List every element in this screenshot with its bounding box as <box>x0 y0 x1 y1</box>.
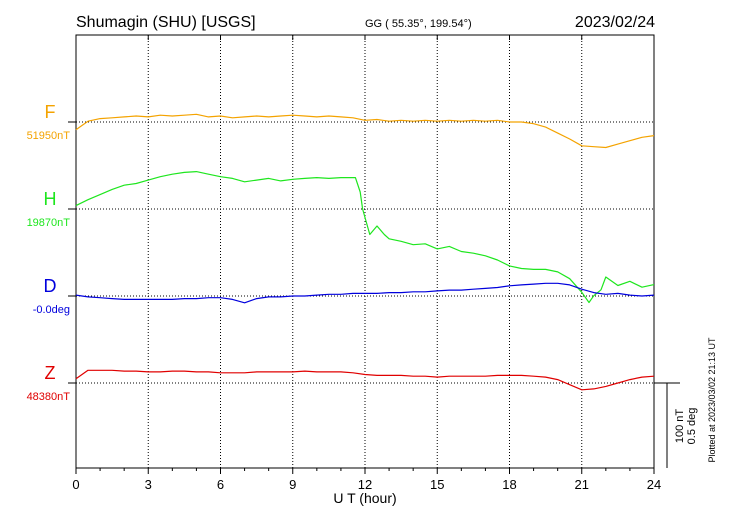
plotted-timestamp: Plotted at 2023/03/02 21:13 UT <box>707 337 717 463</box>
coordinates-label: GG ( 55.35°, 199.54°) <box>365 18 472 30</box>
trace-D <box>75 282 655 304</box>
x-tick-label-24: 24 <box>647 477 661 492</box>
scale-label-deg: 0.5 deg <box>686 408 698 445</box>
x-axis-ticks: 0 3 6 9 12 15 18 21 24 <box>72 35 661 492</box>
scale-label-nt: 100 nT <box>674 409 686 444</box>
x-tick-label-9: 9 <box>289 477 296 492</box>
series-name-Z: Z <box>45 363 56 383</box>
trace-H <box>75 171 655 304</box>
x-tick-label-12: 12 <box>358 477 372 492</box>
series-name-D: D <box>44 276 57 296</box>
baseline-lines <box>68 121 654 384</box>
trace-Z <box>75 369 655 391</box>
series-labels: F 51950nT H 19870nT D -0.0deg Z 48380nT <box>27 102 71 403</box>
x-axis-title: U T (hour) <box>333 490 396 506</box>
series-traces <box>75 113 655 391</box>
trace-F <box>75 113 655 149</box>
series-name-F: F <box>45 102 56 122</box>
baseline-value-D: -0.0deg <box>33 304 70 316</box>
x-tick-label-3: 3 <box>145 477 152 492</box>
baseline-value-H: 19870nT <box>27 217 71 229</box>
x-tick-label-6: 6 <box>217 477 224 492</box>
baseline-value-F: 51950nT <box>27 130 71 142</box>
scale-bar <box>654 382 680 468</box>
x-tick-label-15: 15 <box>430 477 444 492</box>
x-tick-label-21: 21 <box>575 477 589 492</box>
station-title: Shumagin (SHU) [USGS] <box>76 14 256 31</box>
series-name-H: H <box>44 189 57 209</box>
x-tick-label-0: 0 <box>72 477 79 492</box>
baseline-value-Z: 48380nT <box>27 391 71 403</box>
x-tick-label-18: 18 <box>502 477 516 492</box>
grid-lines <box>147 35 583 468</box>
date-label: 2023/02/24 <box>575 14 655 31</box>
